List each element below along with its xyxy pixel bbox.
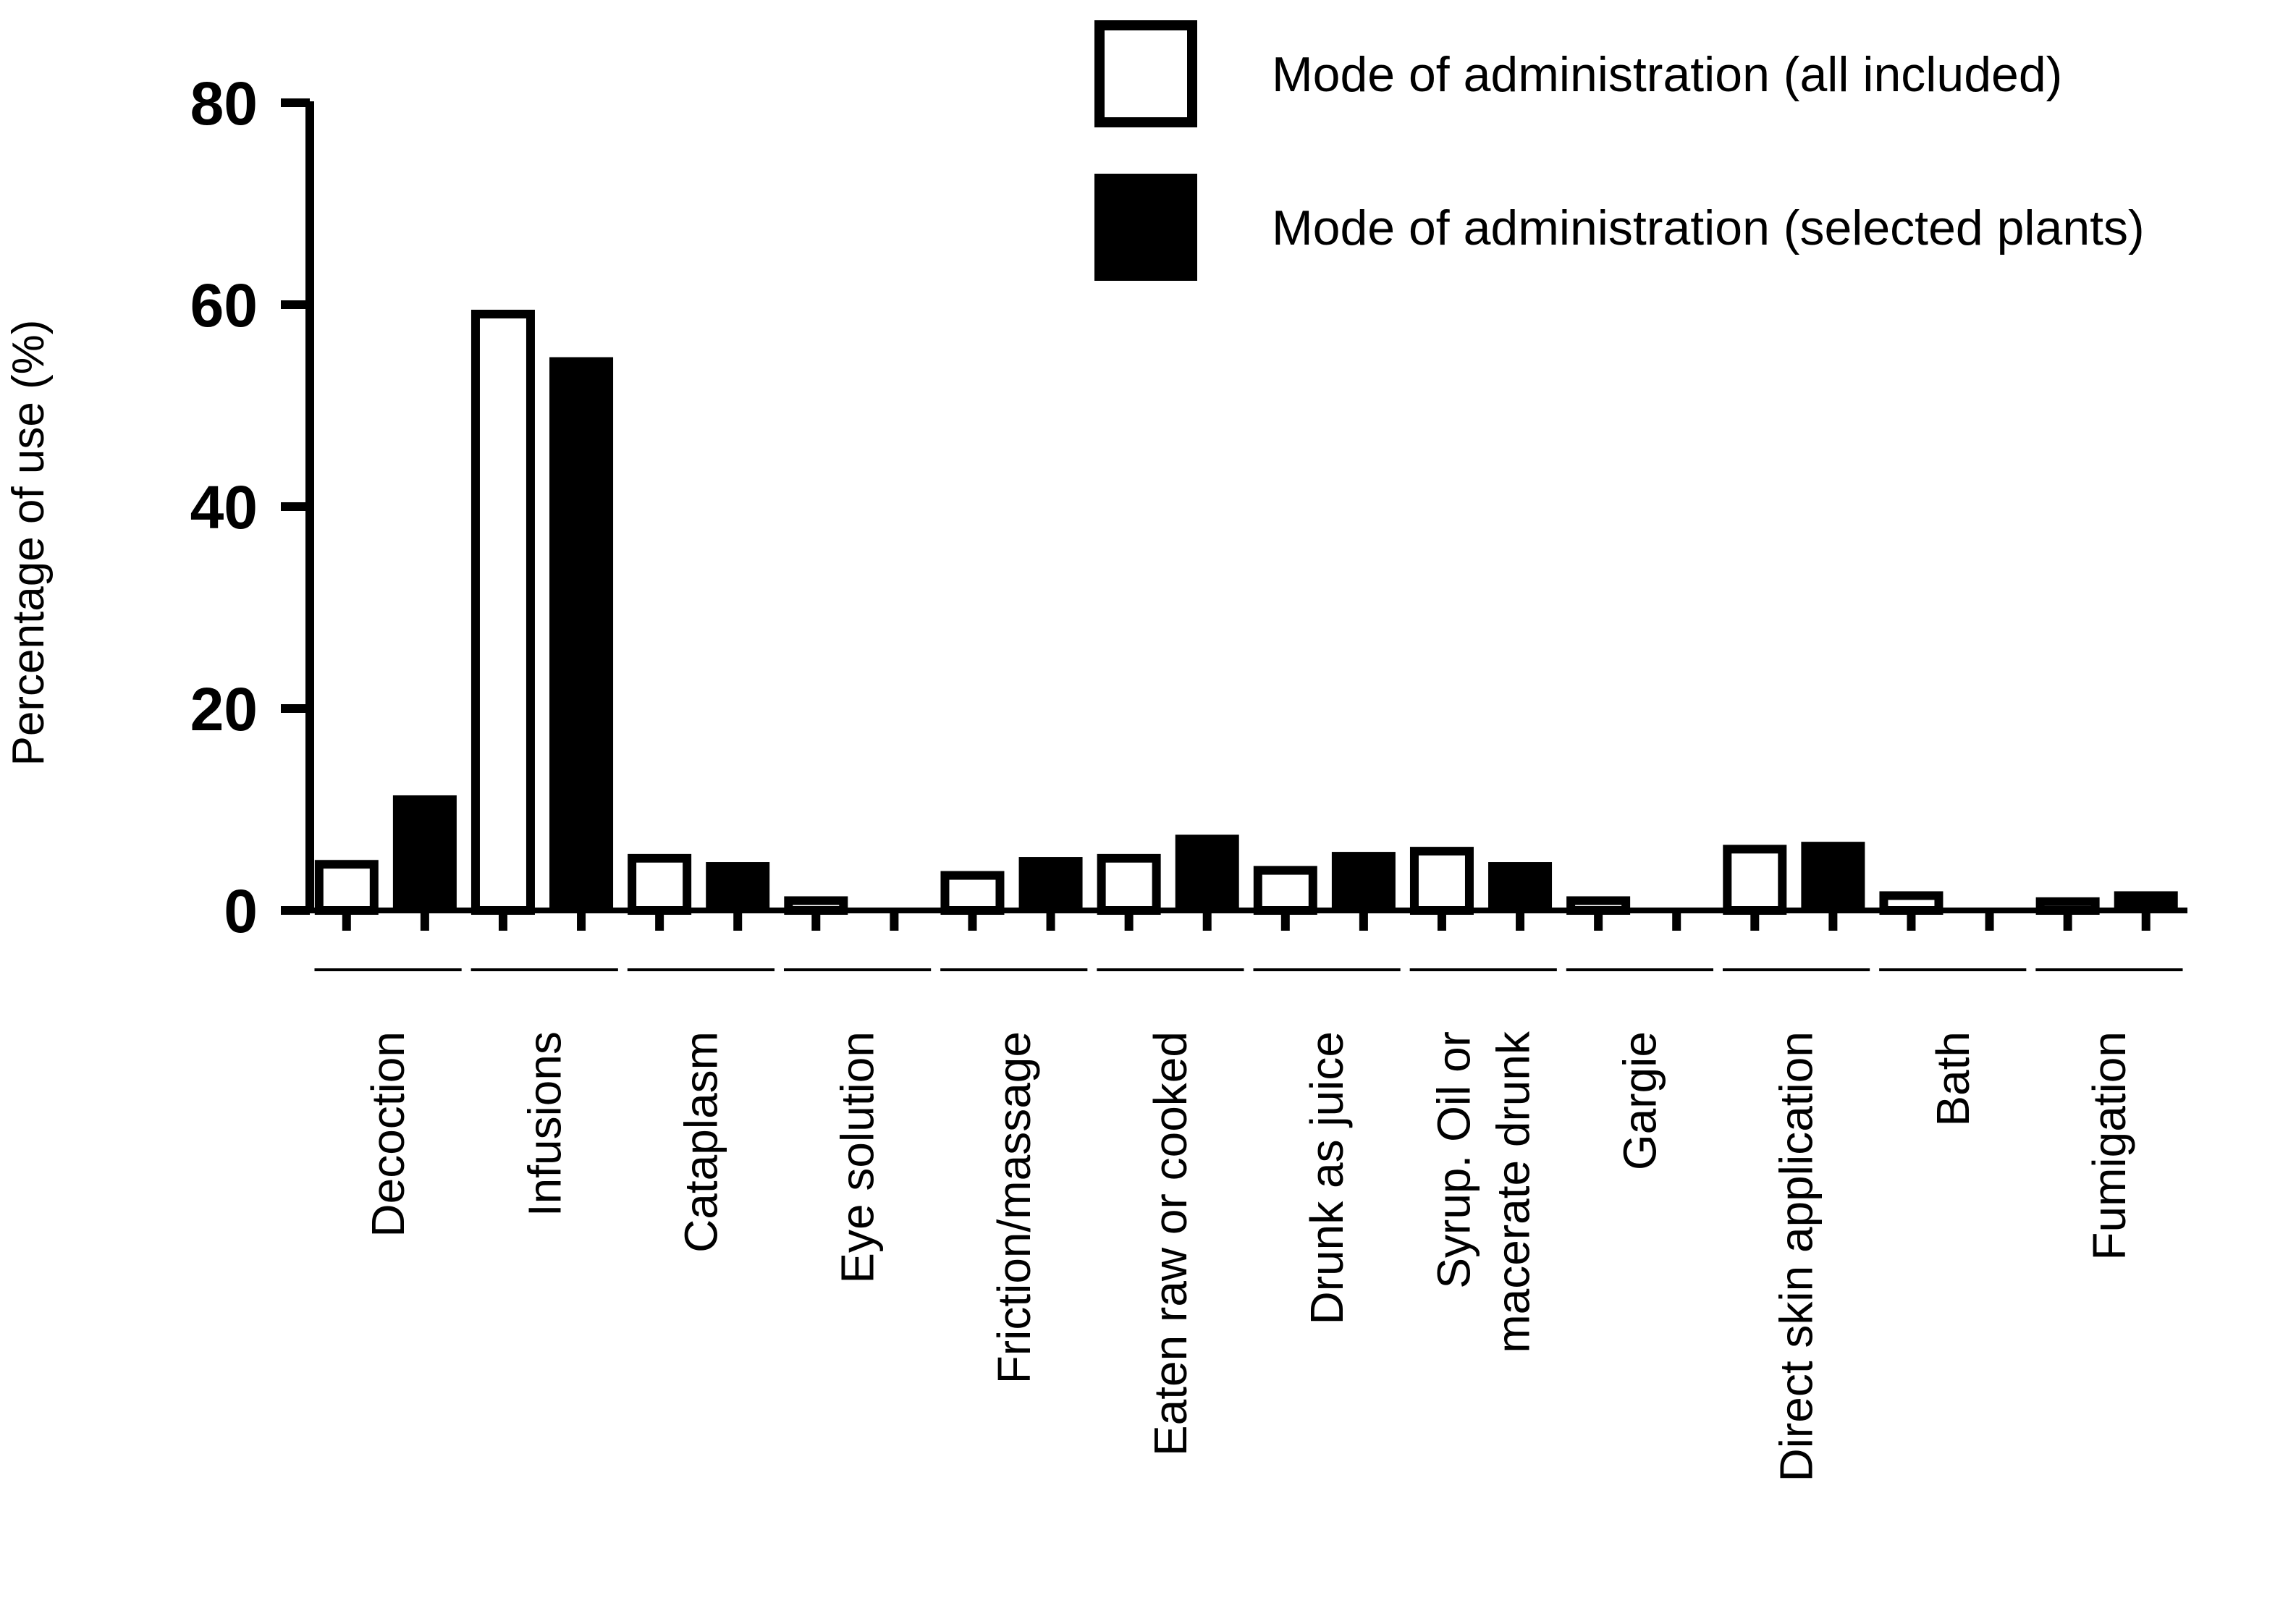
bar-selected-plants xyxy=(1488,862,1553,910)
bar-selected-plants xyxy=(2114,891,2178,910)
x-category-label: Syrup. Oil or xyxy=(1427,1031,1480,1289)
bar-all-included xyxy=(1253,866,1317,915)
legend-swatch-selected-plants xyxy=(1094,174,1197,281)
bar-selected-plants xyxy=(549,357,614,910)
legend-label-selected-plants: Mode of administration (selected plants) xyxy=(1272,200,2145,255)
x-category-label: Decoction xyxy=(362,1031,414,1238)
x-category-label: Drunk as juice xyxy=(1301,1031,1353,1325)
y-axis-title: Percentage of use (%) xyxy=(4,320,54,766)
x-category-label: Bath xyxy=(1927,1031,1979,1127)
bar-all-included xyxy=(1097,853,1161,916)
bar-all-included xyxy=(1879,891,1943,915)
y-tick-label: 60 xyxy=(190,271,258,339)
x-category-label: Fumigation xyxy=(2083,1031,2135,1261)
y-tick-label: 0 xyxy=(224,877,258,945)
x-category-label: Eaten raw or cooked xyxy=(1144,1031,1196,1456)
y-tick-label: 40 xyxy=(190,473,258,541)
bar-all-included xyxy=(1566,896,1631,915)
x-category-label: Infusions xyxy=(518,1031,570,1217)
axes-layer: 0 20 40 60 80 xyxy=(190,69,2187,971)
bar-selected-plants xyxy=(1331,852,1396,910)
legend-label-all-included: Mode of administration (all included) xyxy=(1272,47,2062,102)
x-category-label: Gargie xyxy=(1613,1031,1666,1170)
y-tick-label: 80 xyxy=(190,69,258,138)
category-labels-layer: Decoction Infusions Cataplasm Eye solution F… xyxy=(362,1031,2135,1482)
y-tick-label: 20 xyxy=(190,675,258,743)
legend: Mode of administration (all included) Mod… xyxy=(1094,20,2145,281)
bar-selected-plants xyxy=(1175,834,1239,910)
bar-all-included xyxy=(1723,845,1787,915)
bar-all-included xyxy=(314,860,379,915)
bar-all-included xyxy=(784,896,848,915)
bar-all-included xyxy=(1409,847,1474,915)
x-category-label: Cataplasm xyxy=(675,1031,727,1253)
bar-selected-plants xyxy=(706,862,770,910)
x-category-label: Eye solution xyxy=(832,1031,884,1284)
bar-selected-plants xyxy=(1801,842,1865,910)
bar-selected-plants xyxy=(1018,857,1083,910)
bar-all-included xyxy=(2035,897,2100,915)
legend-swatch-all-included xyxy=(1094,20,1197,127)
bar-selected-plants xyxy=(392,795,457,910)
bars-layer xyxy=(314,309,2178,916)
x-category-label: Friction/massage xyxy=(988,1031,1040,1384)
bar-all-included xyxy=(470,309,535,916)
x-category-label: Direct skin application xyxy=(1770,1031,1823,1482)
x-category-label: macerate drunk xyxy=(1487,1031,1539,1353)
bar-all-included xyxy=(628,853,692,916)
bar-all-included xyxy=(940,871,1005,915)
